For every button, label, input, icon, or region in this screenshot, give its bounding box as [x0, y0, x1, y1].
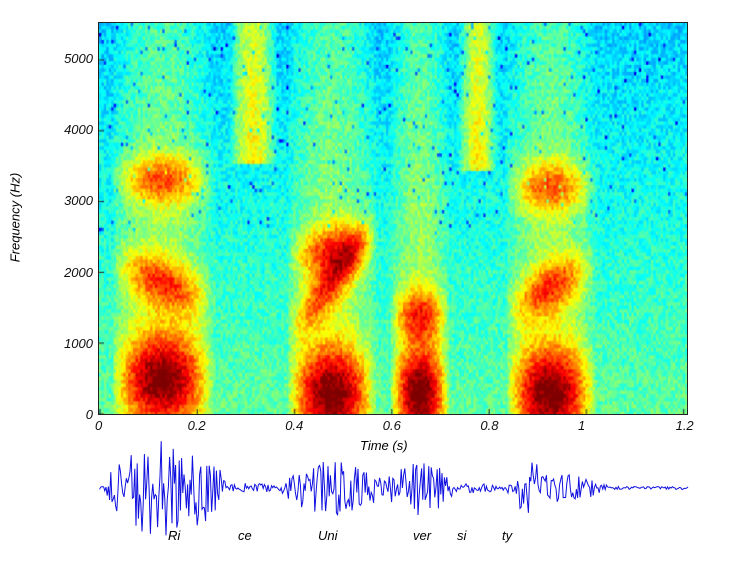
syllable-label: si [457, 528, 467, 543]
x-tick-label: 0.2 [187, 418, 206, 433]
x-tick-label: 1 [578, 418, 586, 433]
x-tick-label: 0.6 [382, 418, 401, 433]
syllable-label: ty [502, 528, 513, 543]
y-tick-label: 3000 [64, 193, 93, 209]
y-tick-label: 4000 [64, 122, 93, 138]
y-tick-label: 0 [85, 407, 93, 422]
syllable-label: ver [413, 528, 432, 543]
y-tick-label: 1000 [64, 335, 93, 351]
syllable-label: Ri [168, 528, 181, 543]
syllable-label: Uni [318, 528, 338, 543]
y-axis-label: Frequency (Hz) [7, 172, 23, 263]
x-tick-label: 0.4 [285, 418, 304, 433]
y-tick-label: 2000 [64, 264, 93, 280]
syllable-label: ce [238, 528, 252, 543]
x-tick-label: 0.8 [480, 418, 499, 433]
x-tick-label: 0 [95, 418, 103, 433]
waveform [99, 441, 689, 536]
x-axis-label: Time (s) [360, 438, 408, 453]
spectrogram-heatmap [98, 22, 688, 415]
waveform-trace [99, 441, 689, 536]
y-tick-label: 5000 [64, 51, 93, 66]
x-tick-label: 1.2 [675, 418, 694, 433]
